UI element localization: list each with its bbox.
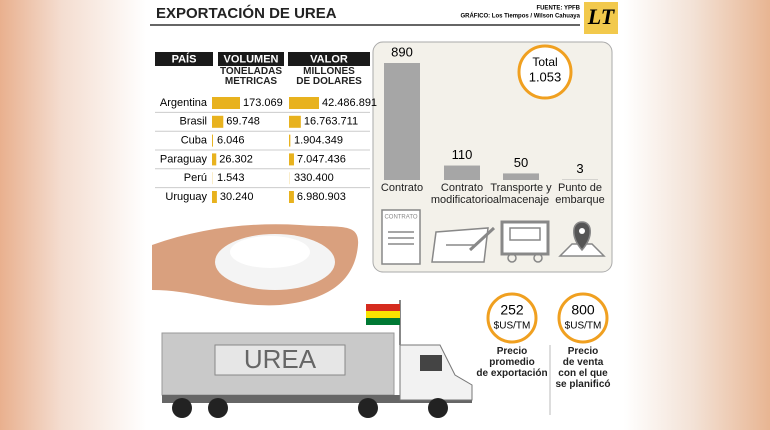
hand-illustration [152,224,359,306]
volume-bar [212,153,217,166]
price-unit: $US/TM [494,321,531,332]
column-unit: TONELADAS METRICAS [219,66,283,87]
country: Paraguay [160,153,208,165]
bar-category: Contrato modificatorio [430,182,494,206]
country: Argentina [160,97,208,109]
volume-label: 69.748 [226,116,260,128]
price-unit: $US/TM [565,321,602,332]
icon-caption: CONTRATO [384,215,417,221]
value-label: 7.047.436 [297,153,346,165]
bar [444,165,480,180]
volume-label: 173.069 [243,97,283,109]
price-label: Precio promedio de exportación [476,346,548,379]
truck-label: UREA [244,344,317,374]
bar-value: 3 [576,161,583,176]
bar [503,173,539,180]
column-header: VALOR [310,53,348,65]
value-bar [289,153,294,166]
bar-value: 50 [514,155,528,170]
bar [384,63,420,180]
country: Uruguay [165,191,207,203]
bar-category: Punto de embarque [555,182,605,206]
credit: GRÁFICO: Los Tiempos / Wilson Cahuaya [460,13,580,20]
price-value: 252 [500,302,524,318]
volume-bar [212,97,240,109]
truck-illustration [161,300,473,418]
volume-label: 6.046 [217,135,245,147]
price-value: 800 [571,302,595,318]
column-header: VOLUMEN [224,53,279,65]
bar-category: Transporte y almacenaje [490,182,552,206]
value-label: 6.980.903 [297,191,346,203]
value-label: 16.763.711 [304,116,358,128]
country: Brasil [179,116,207,128]
volume-label: 1.543 [217,172,245,184]
price-circle [486,292,538,344]
column-unit: MILLONES DE DOLARES [296,66,362,87]
total-label: Total [532,55,557,69]
icons [381,209,606,265]
column-header-bg [288,52,370,66]
value-label: 330.400 [294,172,334,184]
volume-bar [212,115,224,128]
volume-bar [212,134,213,147]
volume-label: 26.302 [219,153,253,165]
value-bar [289,134,291,147]
volume-label: 30.240 [220,191,254,203]
total-value: 1.053 [529,69,562,84]
total-circle [517,44,573,100]
value-label: 42.486.891 [322,97,377,109]
bar-value: 890 [391,44,413,59]
column-header-bg [155,52,213,66]
source: FUENTE: YPFB [536,6,580,12]
column-header-bg [218,52,284,66]
value-bar [289,191,294,203]
country: Cuba [181,135,208,147]
value-label: 1.904.349 [294,135,343,147]
volume-bar [212,191,217,203]
bar-category: Contrato [380,182,424,194]
column-header: PAÍS [172,52,197,65]
cost-panel [372,41,613,273]
logo: LT [587,4,616,29]
country: Perú [184,172,207,184]
value-bar [289,115,301,128]
bar-value: 110 [452,147,473,162]
price-label: Precio de venta con el que se planificó [555,346,611,390]
logo-box [584,2,618,34]
title: EXPORTACIÓN DE UREA [156,4,337,22]
value-bar [289,97,319,109]
price-circle [557,292,609,344]
